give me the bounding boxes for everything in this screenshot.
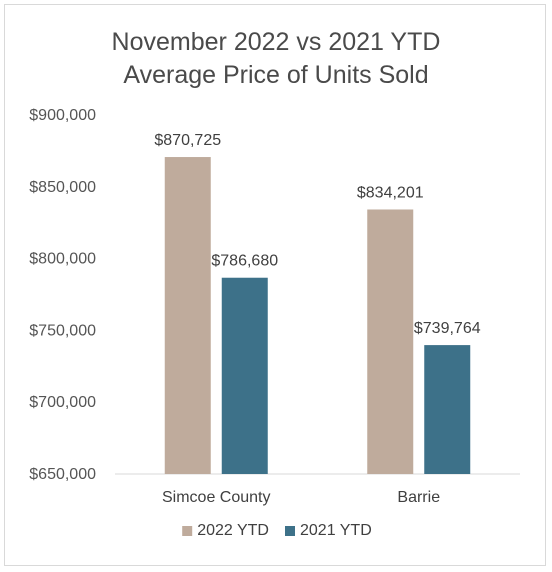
y-tick-label: $850,000: [29, 179, 96, 196]
data-label: $739,764: [414, 320, 481, 337]
y-tick-label: $650,000: [29, 466, 96, 483]
y-tick-label: $750,000: [29, 322, 96, 339]
legend-swatch: [285, 526, 295, 536]
data-label: $834,201: [357, 184, 424, 201]
bar: [367, 209, 414, 474]
x-tick-label: Barrie: [397, 489, 440, 506]
data-label: $870,725: [154, 132, 221, 149]
legend-label: 2021 YTD: [300, 522, 372, 539]
x-tick-label: Simcoe County: [162, 489, 271, 506]
y-tick-label: $800,000: [29, 251, 96, 268]
y-tick-label: $900,000: [29, 107, 96, 124]
bar: [221, 277, 268, 474]
legend-label: 2022 YTD: [197, 522, 269, 539]
bar: [424, 345, 471, 474]
y-tick-label: $700,000: [29, 394, 96, 411]
legend-swatch: [182, 526, 193, 536]
bar: [164, 157, 211, 475]
chart-subtitle: Average Price of Units Sold: [123, 61, 429, 89]
chart-title: November 2022 vs 2021 YTD: [111, 28, 441, 56]
data-label: $786,680: [211, 253, 278, 270]
